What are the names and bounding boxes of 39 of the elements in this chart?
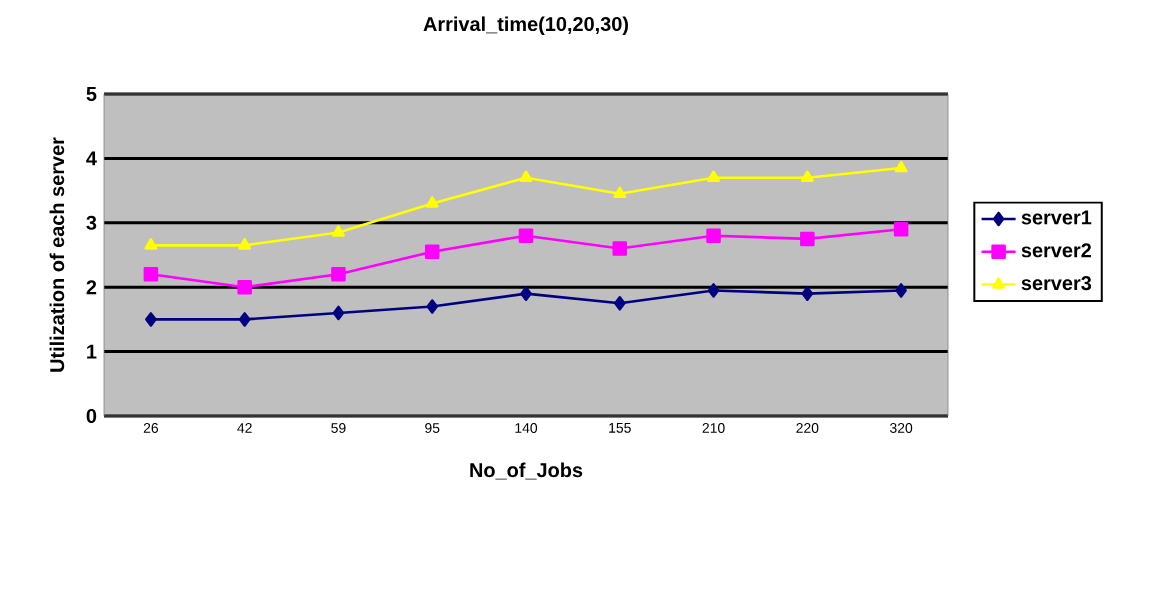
point [237,279,252,295]
point [614,296,626,311]
point [426,299,439,314]
point [800,231,815,247]
point [143,267,159,282]
point [612,241,628,256]
point [331,267,346,282]
y-tick-label: 1 [87,344,97,359]
point [331,225,345,237]
x-axis-title: No_of_Jobs [470,462,583,480]
point [332,305,345,321]
point [893,221,909,237]
y-tick-label: 3 [86,215,97,230]
point [518,228,534,243]
point [238,238,252,250]
point [800,170,814,183]
point [613,186,627,199]
legend-label: server3 [1021,276,1092,291]
point [707,170,721,183]
point [706,228,721,243]
point [707,283,720,298]
point [801,286,814,301]
point [144,238,158,250]
y-tick-label: 2 [86,280,97,295]
point [424,244,440,260]
point [425,196,439,208]
y-axis-title: Utilization of each server [49,137,65,372]
point [145,312,157,327]
point [895,283,907,298]
point [894,160,908,173]
y-tick-label: 0 [86,408,97,424]
y-tick-label: 4 [86,151,97,166]
y-tick-label: 5 [86,87,97,101]
point [519,170,533,183]
point [520,286,532,301]
legend-label: server1 [1021,210,1092,225]
legend-label: server2 [1021,243,1091,258]
chart-title: Arrival_time(10,20,30) [423,16,628,35]
point [238,312,251,327]
